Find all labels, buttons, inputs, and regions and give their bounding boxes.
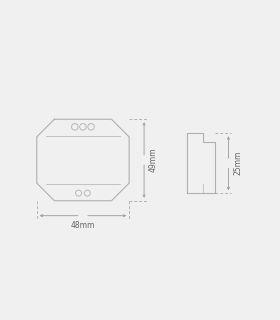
Text: 25mm: 25mm	[233, 151, 242, 175]
Text: 49mm: 49mm	[149, 148, 158, 172]
Text: 48mm: 48mm	[71, 220, 95, 229]
